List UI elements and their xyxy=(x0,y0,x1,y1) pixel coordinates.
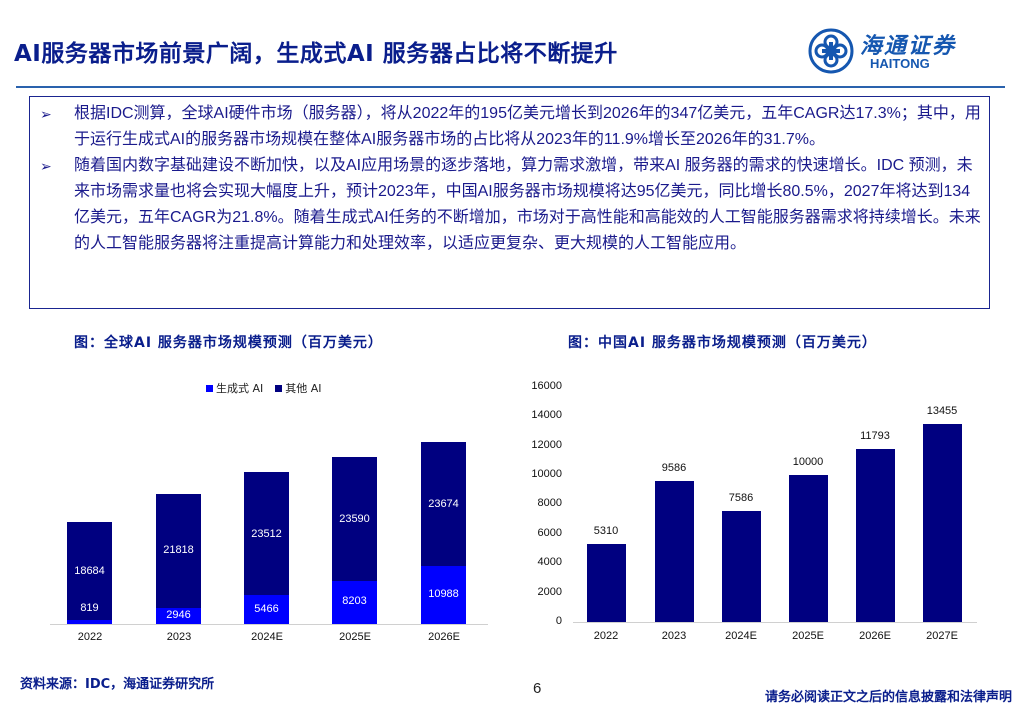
x-axis-line xyxy=(573,622,977,623)
y-tick-label: 0 xyxy=(555,615,562,627)
bar-value-label: 21818 xyxy=(163,544,194,556)
bar-segment-other-ai: 21818 xyxy=(156,494,201,608)
x-tick-label: 2024E xyxy=(725,630,757,642)
bar-segment-other-ai: 18684 xyxy=(67,522,112,620)
bar-segment-generative-ai: 10988 xyxy=(421,566,466,624)
bar-value-label: 8203 xyxy=(342,595,367,607)
bar-value-label: 10988 xyxy=(428,588,459,600)
bar-value-label: 23674 xyxy=(428,498,459,510)
bar-value-label: 7586 xyxy=(728,492,754,504)
x-axis-line xyxy=(50,624,488,625)
legend-item-other-ai: 其他 AI xyxy=(275,380,322,396)
logo-name-en: HAITONG xyxy=(870,56,930,71)
bar xyxy=(856,449,895,622)
bar-value-label: 23590 xyxy=(339,513,370,525)
bar xyxy=(722,511,761,622)
bar-value-label: 2946 xyxy=(166,609,191,621)
haitong-emblem-icon xyxy=(808,28,854,74)
x-tick-label: 2026E xyxy=(859,630,891,642)
arrow-bullet-icon: ➢ xyxy=(40,158,52,174)
bar xyxy=(655,481,694,622)
stacked-bar: 21818 2946 xyxy=(156,494,201,624)
x-tick-label: 2023 xyxy=(661,630,687,642)
x-tick-label: 2022 xyxy=(593,630,619,642)
bar-value-label: 11793 xyxy=(860,430,890,442)
y-tick-label: 14000 xyxy=(531,409,562,421)
summary-bullet: ➢ 随着国内数字基础建设不断加快，以及AI应用场景的逐步落地，算力需求激增，带来… xyxy=(40,153,983,257)
x-tick-label: 2024E xyxy=(251,631,283,643)
bar-value-label: 9586 xyxy=(661,462,687,474)
legend-swatch-other-ai xyxy=(275,384,283,392)
y-tick-label: 2000 xyxy=(537,586,562,598)
bullet-text: 根据IDC测算，全球AI硬件市场（服务器），将从2022年的195亿美元增长到2… xyxy=(74,105,981,148)
bar-segment-generative-ai: 5466 xyxy=(244,595,289,624)
bar-value-label: 18684 xyxy=(74,565,105,577)
bar-segment-generative-ai: 2946 xyxy=(156,608,201,624)
global-chart-title: 图：全球AI 服务器市场规模预测（百万美元） xyxy=(74,335,383,351)
global-chart-legend: 生成式 AI 其他 AI xyxy=(206,380,322,396)
x-tick-label: 2026E xyxy=(428,631,460,643)
bar-segment-other-ai: 23674 xyxy=(421,442,466,566)
bar-value-label: 5310 xyxy=(593,525,619,537)
stacked-bar: 23674 10988 xyxy=(421,442,466,624)
legend-label: 其他 AI xyxy=(285,382,322,395)
x-tick-label: 2022 xyxy=(77,631,103,643)
y-tick-label: 12000 xyxy=(531,439,562,451)
haitong-logo: 海通证券 HAITONG xyxy=(808,28,988,76)
stacked-bar: 18684 819 xyxy=(67,522,112,624)
summary-bullet: ➢ 根据IDC测算，全球AI硬件市场（服务器），将从2022年的195亿美元增长… xyxy=(40,101,983,153)
bar-value-label: 10000 xyxy=(792,456,824,468)
x-tick-label: 2027E xyxy=(926,630,958,642)
bullet-text: 随着国内数字基础建设不断加快，以及AI应用场景的逐步落地，算力需求激增，带来AI… xyxy=(74,157,981,252)
legend-label: 生成式 AI xyxy=(216,382,264,395)
legend-item-generative-ai: 生成式 AI xyxy=(206,380,263,396)
x-tick-label: 2025E xyxy=(339,631,371,643)
arrow-bullet-icon: ➢ xyxy=(40,106,52,122)
bar-segment-other-ai: 23512 xyxy=(244,472,289,595)
y-tick-label: 10000 xyxy=(531,468,562,480)
bar-value-label: 23512 xyxy=(251,528,282,540)
bar xyxy=(587,544,626,622)
page-number: 6 xyxy=(533,680,542,697)
header-divider xyxy=(16,86,1005,88)
x-tick-label: 2025E xyxy=(792,630,824,642)
bar xyxy=(789,475,828,622)
bar-segment-generative-ai xyxy=(67,620,112,624)
stacked-bar: 23590 8203 xyxy=(332,457,377,624)
china-chart-title: 图：中国AI 服务器市场规模预测（百万美元） xyxy=(568,335,877,351)
stacked-bar: 23512 5466 xyxy=(244,472,289,624)
y-tick-label: 16000 xyxy=(531,380,562,392)
logo-name-cn: 海通证券 xyxy=(860,33,957,59)
bar-value-label: 13455 xyxy=(926,405,958,417)
y-tick-label: 8000 xyxy=(537,497,562,509)
x-tick-label: 2023 xyxy=(166,631,192,643)
y-tick-label: 6000 xyxy=(537,527,562,539)
y-tick-label: 4000 xyxy=(537,556,562,568)
disclaimer-note: 请务必阅读正文之后的信息披露和法律声明 xyxy=(764,690,1012,705)
bar-value-label: 819 xyxy=(80,602,99,614)
legend-swatch-generative-ai xyxy=(206,384,213,392)
page-title: AI服务器市场前景广阔，生成式AI 服务器占比将不断提升 xyxy=(14,41,618,67)
bar-segment-other-ai: 23590 xyxy=(332,457,377,581)
bar-value-label: 5466 xyxy=(254,603,279,615)
summary-box: ➢ 根据IDC测算，全球AI硬件市场（服务器），将从2022年的195亿美元增长… xyxy=(29,96,990,309)
bar xyxy=(923,424,962,622)
source-note: 资料来源：IDC，海通证券研究所 xyxy=(20,677,215,692)
bar-segment-generative-ai: 8203 xyxy=(332,581,377,624)
